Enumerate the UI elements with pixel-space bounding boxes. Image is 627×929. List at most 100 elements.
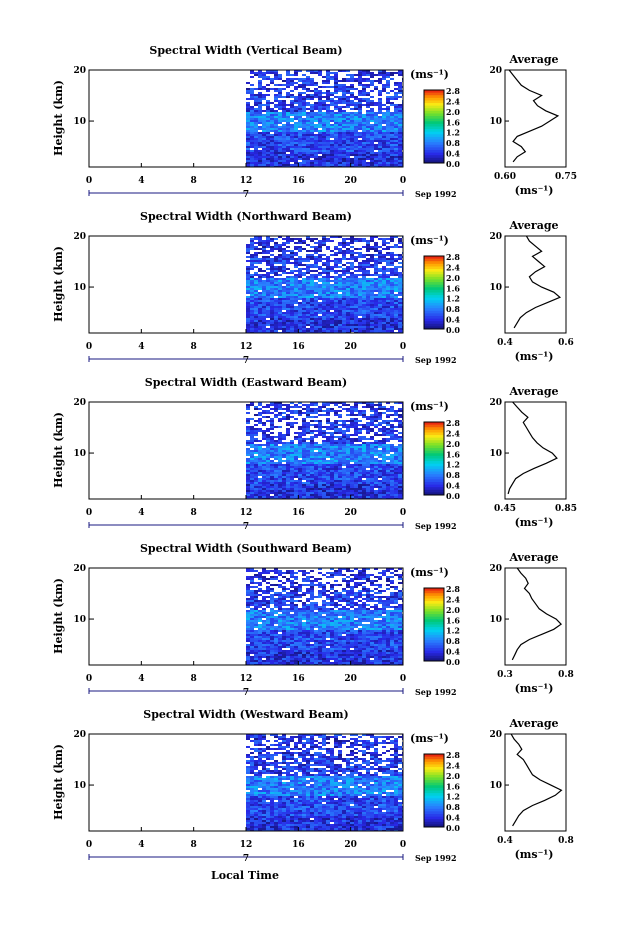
- heatmap-cell: [362, 246, 366, 248]
- heatmap-cell: [262, 290, 266, 292]
- heatmap-cell: [274, 112, 278, 114]
- heatmap-cell: [378, 464, 382, 466]
- heatmap-cell: [294, 130, 298, 132]
- heatmap-cell: [334, 84, 338, 86]
- heatmap-cell: [290, 422, 294, 424]
- heatmap-cell: [274, 444, 278, 446]
- heatmap-cell: [394, 298, 398, 300]
- heatmap-cell: [250, 142, 254, 144]
- heatmap-cell: [326, 148, 330, 150]
- heatmap-cell: [338, 458, 342, 460]
- heatmap-cell: [330, 148, 334, 150]
- heatmap-cell: [334, 112, 338, 114]
- heatmap-cell: [286, 486, 290, 488]
- heatmap-cell: [258, 324, 262, 326]
- heatmap-cell: [318, 142, 322, 144]
- heatmap-cell: [338, 454, 342, 456]
- heatmap-cell: [326, 114, 330, 116]
- heatmap-cell: [382, 438, 386, 440]
- heatmap-cell: [342, 242, 346, 244]
- heatmap-cell: [314, 468, 318, 470]
- heatmap-cell: [302, 474, 306, 476]
- heatmap-cell: [266, 302, 270, 304]
- heatmap-cell: [398, 316, 402, 318]
- heatmap-cell: [346, 272, 350, 274]
- heatmap-cell: [382, 450, 386, 452]
- heatmap-cell: [262, 134, 266, 136]
- heatmap-cell: [394, 278, 398, 280]
- heatmap-cell: [310, 294, 314, 296]
- heatmap-cell: [334, 266, 338, 268]
- heatmap-cell: [306, 280, 310, 282]
- heatmap-cell: [286, 260, 290, 262]
- heatmap-cell: [314, 264, 318, 266]
- heatmap-cell: [370, 142, 374, 144]
- heatmap-cell: [326, 126, 330, 128]
- heatmap-cell: [330, 72, 334, 74]
- heatmap-cell: [290, 314, 294, 316]
- heatmap-cell: [310, 132, 314, 134]
- heatmap-cell: [282, 280, 286, 282]
- heatmap-cell: [318, 426, 322, 428]
- heatmap-cell: [302, 130, 306, 132]
- heatmap-cell: [314, 454, 318, 456]
- heatmap-cell: [338, 296, 342, 298]
- heatmap-cell: [334, 236, 338, 238]
- heatmap-cell: [298, 320, 302, 322]
- heatmap-cell: [342, 468, 346, 470]
- heatmap-cell: [334, 156, 338, 158]
- heatmap-cell: [346, 98, 350, 100]
- heatmap-cell: [246, 458, 250, 460]
- heatmap-cell: [322, 312, 326, 314]
- heatmap-cell: [278, 114, 282, 116]
- heatmap-cell: [346, 124, 350, 126]
- heatmap-cell: [306, 134, 310, 136]
- heatmap-cell: [298, 110, 302, 112]
- heatmap-cell: [258, 454, 262, 456]
- heatmap-cell: [262, 96, 266, 98]
- heatmap-cell: [286, 446, 290, 448]
- heatmap-cell: [394, 418, 398, 420]
- heatmap-cell: [358, 304, 362, 306]
- heatmap-cell: [282, 496, 286, 498]
- heatmap-cell: [338, 84, 342, 86]
- heatmap-cell: [398, 464, 402, 466]
- heatmap-cell: [310, 320, 314, 322]
- heatmap-cell: [350, 308, 354, 310]
- heatmap-cell: [354, 480, 358, 482]
- heatmap-cell: [250, 310, 254, 312]
- heatmap-cell: [262, 490, 266, 492]
- heatmap-cell: [278, 324, 282, 326]
- heatmap-cell: [282, 298, 286, 300]
- heatmap-cell: [382, 70, 386, 72]
- heatmap-cell: [322, 446, 326, 448]
- heatmap-cell: [274, 72, 278, 74]
- heatmap-cell: [278, 254, 282, 256]
- heatmap-cell: [286, 250, 290, 252]
- heatmap-cell: [298, 328, 302, 330]
- heatmap-cell: [286, 258, 290, 260]
- heatmap-cell: [254, 136, 258, 138]
- heatmap-cell: [398, 302, 402, 304]
- heatmap-cell: [314, 412, 318, 414]
- heatmap-cell: [382, 132, 386, 134]
- heatmap-cell: [262, 140, 266, 142]
- heatmap-cell: [302, 426, 306, 428]
- heatmap-cell: [342, 250, 346, 252]
- heatmap-cell: [382, 150, 386, 152]
- heatmap-cell: [346, 466, 350, 468]
- heatmap-cell: [270, 476, 274, 478]
- heatmap-cell: [398, 246, 402, 248]
- heatmap-cell: [282, 124, 286, 126]
- heatmap-cell: [350, 286, 354, 288]
- heatmap-cell: [386, 164, 390, 166]
- heatmap-cell: [246, 472, 250, 474]
- heatmap-cell: [334, 316, 338, 318]
- heatmap-cell: [346, 484, 350, 486]
- heatmap-cell: [270, 70, 274, 72]
- heatmap-cell: [286, 138, 290, 140]
- heatmap-cell: [290, 306, 294, 308]
- heatmap-cell: [334, 454, 338, 456]
- heatmap-cell: [394, 158, 398, 160]
- heatmap-cell: [310, 452, 314, 454]
